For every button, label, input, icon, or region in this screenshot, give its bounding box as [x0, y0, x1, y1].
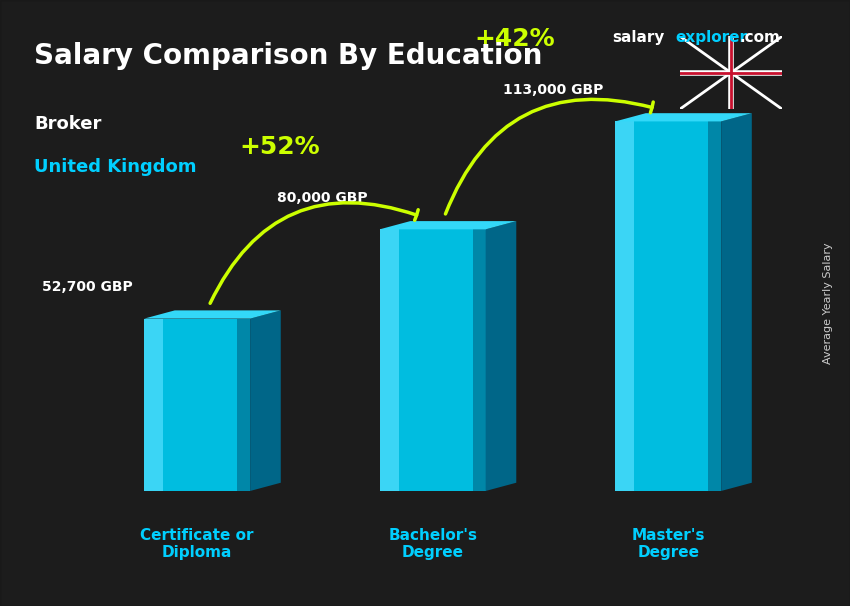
Polygon shape: [615, 121, 634, 491]
Polygon shape: [473, 229, 485, 491]
Text: Bachelor's
Degree: Bachelor's Degree: [388, 528, 477, 560]
Text: .com: .com: [740, 30, 780, 45]
Text: +42%: +42%: [475, 27, 555, 51]
Text: Salary Comparison By Education: Salary Comparison By Education: [34, 42, 542, 70]
Text: 113,000 GBP: 113,000 GBP: [503, 83, 604, 97]
Polygon shape: [721, 113, 751, 491]
Polygon shape: [144, 319, 163, 491]
Text: Master's
Degree: Master's Degree: [632, 528, 705, 560]
Polygon shape: [708, 121, 721, 491]
Polygon shape: [144, 319, 250, 491]
Polygon shape: [237, 319, 250, 491]
Polygon shape: [615, 121, 721, 491]
Text: 80,000 GBP: 80,000 GBP: [277, 191, 368, 205]
Polygon shape: [615, 113, 751, 121]
Text: Certificate or
Diploma: Certificate or Diploma: [140, 528, 254, 560]
Polygon shape: [380, 221, 516, 229]
Text: Broker: Broker: [34, 115, 101, 133]
Text: United Kingdom: United Kingdom: [34, 158, 196, 176]
Polygon shape: [485, 221, 516, 491]
Text: salary: salary: [612, 30, 665, 45]
Polygon shape: [380, 229, 485, 491]
Polygon shape: [250, 310, 280, 491]
Polygon shape: [380, 229, 399, 491]
Text: 52,700 GBP: 52,700 GBP: [42, 281, 133, 295]
Text: explorer: explorer: [676, 30, 748, 45]
Text: Average Yearly Salary: Average Yearly Salary: [823, 242, 833, 364]
Polygon shape: [144, 310, 280, 319]
Text: +52%: +52%: [239, 135, 320, 159]
